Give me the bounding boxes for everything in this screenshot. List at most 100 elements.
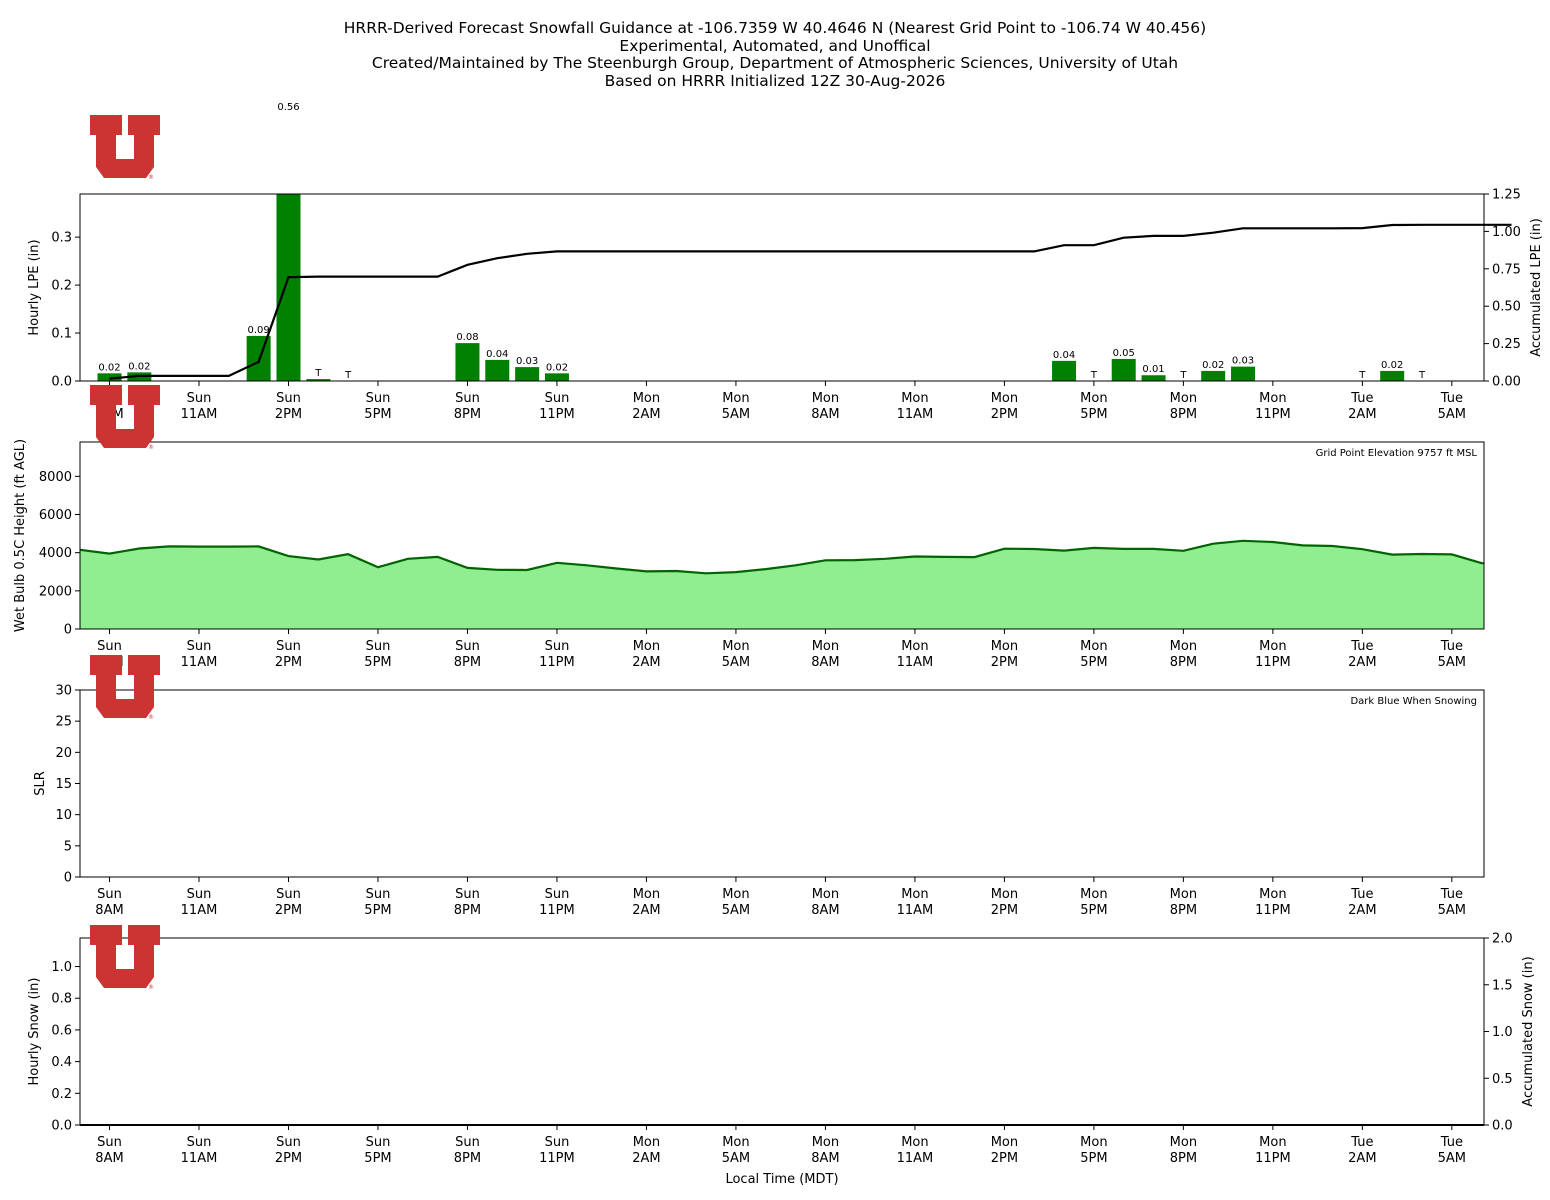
logo-registered-mark: ® [148, 714, 154, 721]
x-tick-label-day: Sun [455, 639, 480, 654]
x-tick-label-time: 8PM [454, 1151, 481, 1166]
y-tick-label: 10 [55, 808, 72, 823]
x-tick-label-time: 5AM [722, 655, 750, 670]
y2-tick-label: 1.5 [1492, 978, 1513, 993]
x-tick-label-day: Mon [1170, 887, 1197, 902]
x-tick-label-day: Sun [187, 639, 212, 654]
y-tick-label: 2000 [39, 584, 72, 599]
x-tick-label-time: 2AM [1348, 655, 1376, 670]
x-tick-label-day: Mon [991, 639, 1018, 654]
lpe-bar [1201, 370, 1226, 381]
x-tick-label-day: Mon [1080, 887, 1107, 902]
y-tick-label: 0 [64, 871, 72, 886]
x-tick-label-day: Mon [722, 639, 749, 654]
lpe-bar-label: T [314, 368, 322, 379]
lpe-bar [1380, 370, 1405, 381]
y-tick-label: 6000 [39, 508, 72, 523]
x-tick-label-time: 2PM [275, 407, 302, 422]
x-tick-label-day: Sun [545, 1135, 570, 1150]
lpe-bar-label: 0.02 [546, 362, 568, 373]
x-tick-label-day: Sun [366, 391, 391, 406]
y-tick-label: 0 [64, 623, 72, 638]
x-tick-label-time: 8PM [454, 655, 481, 670]
chart-subtitle-disclaimer: Experimental, Automated, and Unoffical [619, 36, 931, 55]
x-tick-label-day: Mon [633, 391, 660, 406]
x-tick-label-day: Sun [366, 639, 391, 654]
lpe-bar [1111, 358, 1136, 381]
x-tick-label-day: Mon [1259, 639, 1286, 654]
x-tick-label-day: Mon [633, 1135, 660, 1150]
x-tick-label-time: 2AM [1348, 1151, 1376, 1166]
x-tick-label-day: Sun [455, 391, 480, 406]
y2-tick-label: 0.5 [1492, 1072, 1513, 1087]
x-tick-label-day: Mon [1080, 639, 1107, 654]
x-tick-label-time: 8AM [95, 1151, 123, 1166]
x-tick-label-time: 11PM [539, 903, 575, 918]
x-tick-label-day: Tue [1350, 1135, 1373, 1150]
logo-u-shape [90, 925, 160, 988]
y2-axis-label-accumulated-snow: Accumulated Snow (in) [1521, 956, 1536, 1106]
y-tick-label: 0.3 [51, 231, 72, 246]
logo-u-shape [90, 385, 160, 448]
x-tick-label-time: 8PM [1170, 407, 1197, 422]
x-tick-label-day: Sun [276, 639, 301, 654]
x-tick-label-time: 5PM [364, 655, 391, 670]
lpe-bar-label: T [1418, 370, 1426, 381]
x-tick-label-day: Sun [276, 887, 301, 902]
x-tick-label-time: 5PM [1080, 407, 1107, 422]
x-tick-label-time: 5PM [364, 1151, 391, 1166]
wet-bulb-line [79, 539, 1484, 575]
x-tick-label-time: 11PM [539, 1151, 575, 1166]
y-axis-label-hourly-snow: Hourly Snow (in) [27, 978, 42, 1086]
plot-frame-slr [79, 689, 1485, 878]
x-tick-label-day: Tue [1440, 887, 1463, 902]
university-of-utah-u-logo: ® [90, 385, 160, 451]
logo-u-shape [90, 655, 160, 718]
y-tick-label: 0.2 [51, 279, 72, 294]
lpe-bar-label: 0.05 [1113, 348, 1135, 359]
x-tick-label-time: 11AM [181, 903, 218, 918]
y2-tick-label: 2.0 [1492, 932, 1513, 947]
x-tick-label-day: Mon [1259, 887, 1286, 902]
x-tick-label-time: 5PM [364, 407, 391, 422]
x-tick-label-time: 2PM [991, 655, 1018, 670]
lpe-bar [1231, 366, 1256, 381]
x-tick-label-time: 8PM [1170, 1151, 1197, 1166]
chart-subtitle-credit: Created/Maintained by The Steenburgh Gro… [371, 54, 1179, 72]
x-tick-label-day: Sun [455, 1135, 480, 1150]
lpe-bar-label: 0.02 [98, 362, 120, 373]
x-tick-label-day: Sun [187, 391, 212, 406]
x-tick-label-time: 11AM [181, 1151, 218, 1166]
y-tick-label: 25 [55, 715, 72, 730]
university-of-utah-u-logo: ® [90, 115, 160, 181]
lpe-bar-label: T [344, 370, 352, 381]
y2-tick-label: 1.0 [1492, 1025, 1513, 1040]
x-tick-label-time: 11AM [897, 1151, 934, 1166]
x-tick-label-time: 11PM [1255, 407, 1291, 422]
lpe-bar-label: T [1358, 370, 1366, 381]
x-tick-label-day: Mon [901, 639, 928, 654]
chart-subtitle-init: Based on HRRR Initialized 12Z 30-Aug-202… [604, 71, 946, 90]
x-tick-label-day: Tue [1440, 1135, 1463, 1150]
lpe-bar [97, 373, 122, 381]
x-tick-label-time: 11AM [897, 407, 934, 422]
x-tick-label-day: Mon [722, 391, 749, 406]
y-axis-label-wet-bulb: Wet Bulb 0.5C Height (ft AGL) [13, 439, 28, 632]
x-tick-label-day: Mon [633, 887, 660, 902]
university-of-utah-u-logo: ® [90, 925, 160, 991]
x-tick-label-time: 2AM [1348, 407, 1376, 422]
x-tick-label-time: 8AM [811, 655, 839, 670]
x-tick-label-day: Tue [1350, 639, 1373, 654]
x-tick-label-time: 5AM [722, 1151, 750, 1166]
x-tick-label-day: Sun [545, 639, 570, 654]
x-tick-label-day: Mon [901, 887, 928, 902]
logo-registered-mark: ® [148, 984, 154, 991]
x-tick-label-day: Sun [545, 391, 570, 406]
lpe-bar-label: 0.01 [1142, 364, 1164, 375]
x-tick-label-day: Sun [276, 1135, 301, 1150]
x-tick-label-day: Mon [722, 887, 749, 902]
x-tick-label-day: Mon [1170, 639, 1197, 654]
y-tick-label: 1.0 [51, 960, 72, 975]
x-tick-label-day: Mon [812, 391, 839, 406]
lpe-bar [306, 379, 331, 381]
